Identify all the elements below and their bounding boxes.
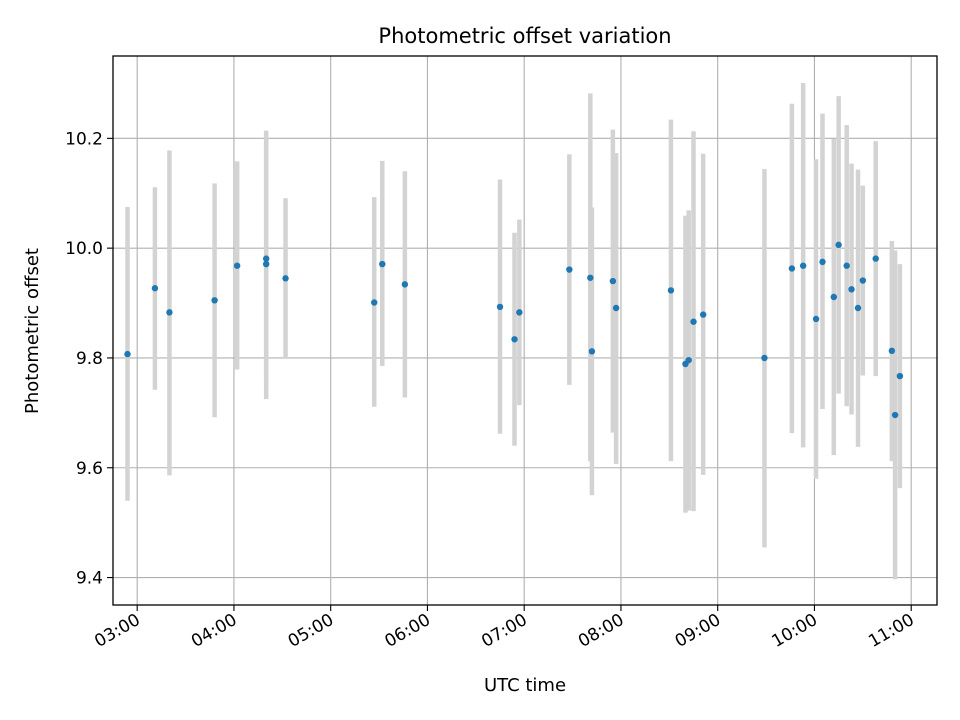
data-point (872, 255, 879, 262)
data-point (761, 354, 768, 362)
data-point (843, 262, 850, 269)
data-point (819, 258, 826, 266)
data-point (166, 309, 173, 316)
data-point (566, 266, 573, 273)
data-point (891, 411, 899, 419)
data-points (124, 241, 904, 419)
data-point (151, 285, 159, 292)
data-point (511, 336, 518, 343)
data-point (516, 309, 523, 316)
data-point (588, 348, 596, 355)
data-point (788, 265, 796, 272)
grid (113, 56, 937, 605)
data-point (812, 315, 820, 323)
plot-frame (112, 55, 938, 606)
y-tick-label: 10.2 (65, 129, 103, 149)
y-axis: 9.4 9.6 9.8 10.0 10.2 (65, 129, 113, 589)
x-axis-label: UTC time (484, 675, 566, 696)
data-point (690, 318, 697, 325)
data-point (379, 260, 386, 268)
data-point (699, 311, 707, 318)
data-point (859, 277, 867, 284)
data-point (496, 303, 504, 311)
data-point (799, 262, 807, 269)
data-point (830, 293, 837, 301)
chart-title: Photometric offset variation (378, 24, 671, 48)
data-point (896, 372, 904, 380)
y-tick-label: 9.6 (76, 459, 103, 479)
data-point (848, 286, 855, 293)
y-axis-label: Photometric offset (22, 248, 43, 414)
data-point (609, 277, 617, 285)
data-point (233, 262, 241, 269)
data-point (888, 347, 896, 355)
data-point (401, 281, 409, 288)
data-point (667, 287, 675, 294)
data-point (835, 241, 842, 249)
y-tick-label: 10.0 (65, 239, 103, 259)
data-point (371, 299, 378, 306)
data-point (124, 350, 131, 358)
data-point (685, 356, 692, 364)
y-tick-label: 9.4 (76, 569, 103, 589)
data-point (211, 297, 218, 304)
data-point (587, 274, 594, 281)
data-point (262, 260, 270, 268)
data-point (854, 304, 862, 312)
data-point (282, 275, 289, 282)
y-tick-label: 9.8 (76, 349, 103, 369)
data-point (612, 304, 620, 312)
data-point (262, 255, 270, 262)
